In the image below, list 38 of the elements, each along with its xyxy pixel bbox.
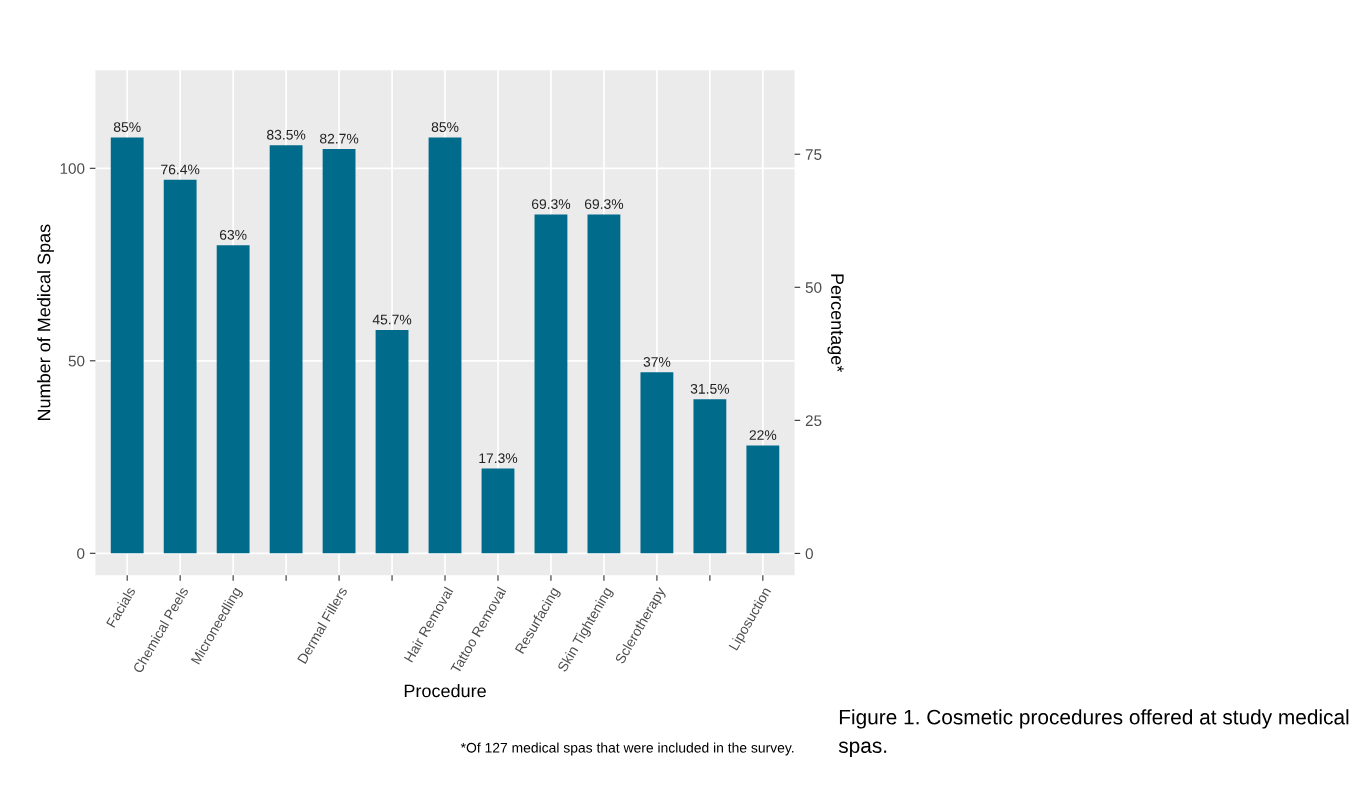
y2-tick-label: 75 <box>805 149 822 160</box>
annotation: 45.7% <box>372 314 412 325</box>
bar <box>640 372 674 554</box>
caption: Figure 1. Cosmetic procedures offered at study medical spas. <box>838 709 1349 758</box>
bar <box>322 149 356 554</box>
y-tick-label: 50 <box>68 355 85 367</box>
annotation: 85% <box>431 122 459 132</box>
bar <box>746 445 780 554</box>
y2-tick-label: 50 <box>805 282 822 293</box>
annotation: 22% <box>749 430 777 440</box>
x-axis-title: Procedure <box>404 684 486 698</box>
annotation: 76.4% <box>161 164 200 175</box>
bar <box>216 245 250 554</box>
bar <box>534 214 568 554</box>
annotation: 69.3% <box>531 199 571 209</box>
annotation: 37% <box>643 356 671 367</box>
bar <box>163 179 197 554</box>
bar <box>375 330 409 554</box>
text: *Of 127 medical spas that were included in the survey. <box>460 742 794 756</box>
y-axis-title: Number of Medical Spas <box>37 224 54 421</box>
y2-tick-label: 25 <box>805 415 822 427</box>
bar <box>269 145 303 554</box>
bar <box>587 214 621 554</box>
bar <box>110 137 144 554</box>
annotation: 31.5% <box>690 383 730 394</box>
bar <box>481 468 515 554</box>
annotation: 85% <box>113 122 141 132</box>
bar <box>428 137 462 554</box>
y-tick-label: 100 <box>60 163 85 174</box>
y2-axis-title: Percentage* <box>827 274 844 373</box>
annotation: 69.3% <box>584 199 624 209</box>
annotation: 17.3% <box>479 453 518 464</box>
annotation: 63% <box>219 229 247 240</box>
y2-tick-label: 0 <box>805 548 813 560</box>
annotation: 83.5% <box>267 129 306 140</box>
y-tick-label: 0 <box>77 548 85 559</box>
annotation: 82.7% <box>319 133 359 144</box>
bar <box>693 399 727 554</box>
